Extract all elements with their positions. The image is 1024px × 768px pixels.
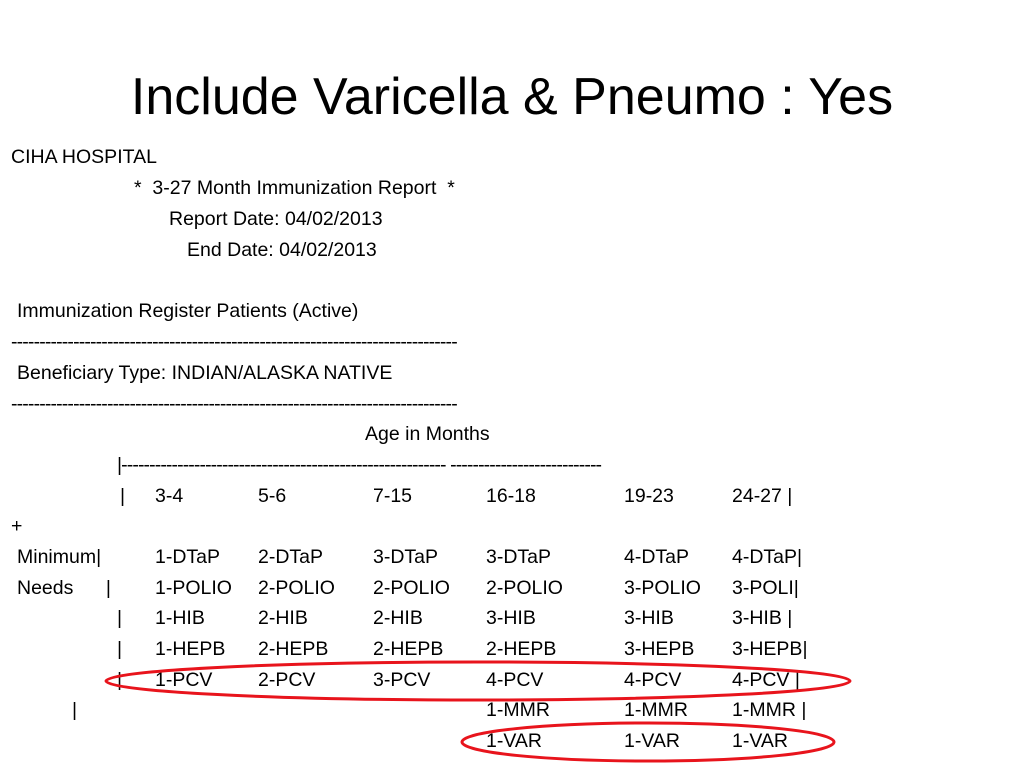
register-title: Immunization Register Patients (Active): [17, 300, 359, 322]
end-date: End Date: 04/02/2013: [187, 239, 377, 261]
report-name: * 3-27 Month Immunization Report *: [134, 177, 455, 199]
table-cell: 2-POLIO: [486, 577, 563, 599]
column-header: 7-15: [373, 485, 413, 507]
table-cell: 1-VAR: [732, 730, 788, 752]
table-cell: 4-PCV |: [732, 669, 800, 691]
row-label: |: [117, 638, 123, 660]
table-cell: 2-HIB: [373, 607, 423, 629]
table-cell: 2-POLIO: [373, 577, 450, 599]
table-cell: 1-POLIO: [155, 577, 232, 599]
row-label: Minimum|: [17, 546, 102, 568]
table-cell: 3-POLIO: [624, 577, 701, 599]
report-date: Report Date: 04/02/2013: [169, 208, 383, 230]
table-cell: 4-PCV: [486, 669, 544, 691]
row-label: |: [117, 607, 123, 629]
column-header: 19-23: [624, 485, 674, 507]
column-separator: |: [120, 485, 126, 507]
slide-title: Include Varicella & Pneumo : Yes: [130, 68, 894, 126]
table-cell: 2-PCV: [258, 669, 316, 691]
table-cell: 3-POLI|: [732, 577, 799, 599]
table-cell: 4-DTaP: [624, 546, 690, 568]
row-label: Needs |: [17, 577, 111, 599]
table-cell: 1-MMR |: [732, 699, 807, 721]
table-cell: 1-VAR: [486, 730, 542, 752]
table-cell: 1-MMR: [486, 699, 550, 721]
table-plus: +: [11, 515, 23, 537]
table-cell: 3-PCV: [373, 669, 431, 691]
table-cell: 3-HIB: [624, 607, 674, 629]
column-header: 5-6: [258, 485, 287, 507]
table-cell: 2-HEPB: [486, 638, 557, 660]
table-cell: 2-POLIO: [258, 577, 335, 599]
table-cell: 2-HIB: [258, 607, 308, 629]
table-cell: 2-DTaP: [258, 546, 324, 568]
table-rule: |---------------------------------------…: [117, 454, 602, 476]
table-cell: 1-MMR: [624, 699, 688, 721]
table-cell: 3-HEPB: [624, 638, 695, 660]
table-cell: 2-HEPB: [373, 638, 444, 660]
age-in-months-label: Age in Months: [365, 423, 490, 445]
table-cell: 1-PCV: [155, 669, 213, 691]
column-header: 24-27 |: [732, 485, 793, 507]
row-label: |: [117, 669, 123, 691]
table-cell: 1-DTaP: [155, 546, 221, 568]
table-cell: 3-HEPB|: [732, 638, 808, 660]
table-cell: 1-HIB: [155, 607, 205, 629]
table-cell: 1-HEPB: [155, 638, 226, 660]
separator-line: ----------------------------------------…: [11, 331, 458, 353]
table-cell: 2-HEPB: [258, 638, 329, 660]
table-cell: 3-HIB: [486, 607, 536, 629]
beneficiary-type: Beneficiary Type: INDIAN/ALASKA NATIVE: [17, 362, 393, 384]
column-header: 16-18: [486, 485, 536, 507]
table-cell: 3-DTaP: [373, 546, 439, 568]
table-cell: 3-DTaP: [486, 546, 552, 568]
column-header: 3-4: [155, 485, 184, 507]
table-cell: 3-HIB |: [732, 607, 793, 629]
table-cell: 4-DTaP|: [732, 546, 803, 568]
table-cell: 1-VAR: [624, 730, 680, 752]
table-cell: 4-PCV: [624, 669, 682, 691]
hospital-name: CIHA HOSPITAL: [11, 146, 157, 168]
row-label: |: [72, 699, 78, 721]
separator-line: ----------------------------------------…: [11, 393, 458, 415]
